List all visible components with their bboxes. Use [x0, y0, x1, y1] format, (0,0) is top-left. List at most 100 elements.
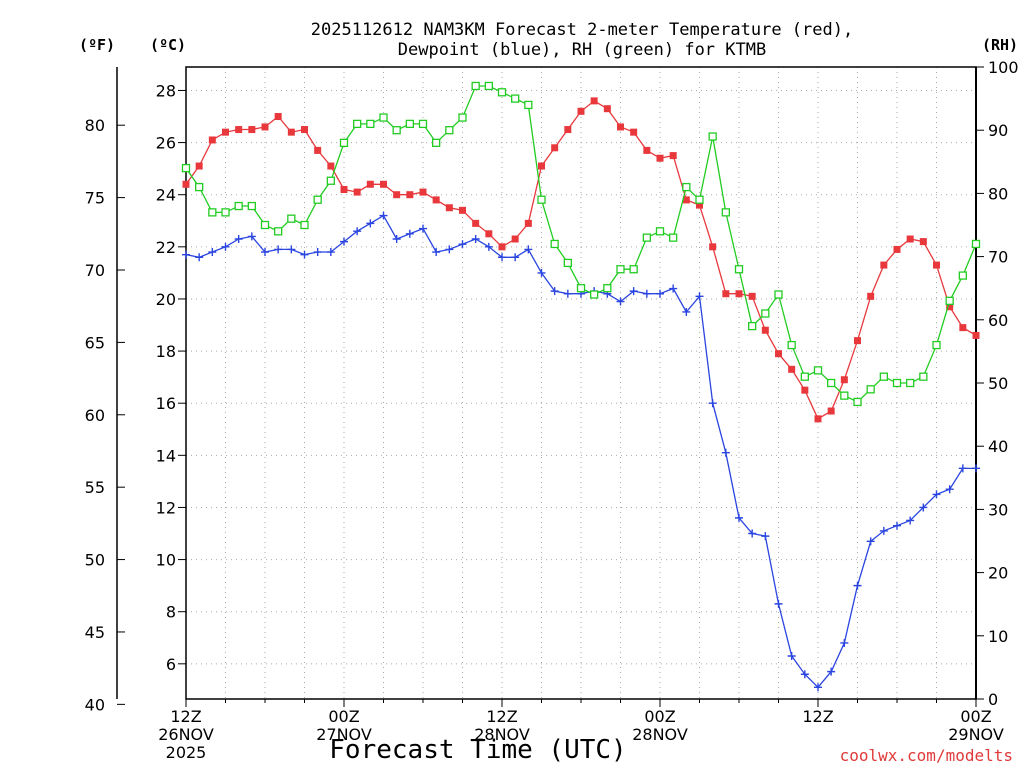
data-point-marker [300, 250, 309, 259]
fahrenheit-tick-label: 55 [85, 478, 105, 497]
data-point-marker [459, 206, 466, 214]
data-point-marker [748, 292, 756, 300]
data-point-marker [484, 242, 493, 251]
data-point-marker [485, 230, 493, 238]
data-point-marker [971, 239, 981, 249]
data-point-marker [972, 464, 980, 473]
data-point-marker [445, 245, 454, 254]
data-point-marker [761, 532, 770, 541]
fahrenheit-tick-label: 70 [85, 261, 105, 280]
series-line [185, 85, 977, 403]
data-point-marker [669, 152, 677, 160]
data-point-marker [353, 119, 362, 129]
data-point-marker [221, 242, 230, 251]
data-point-marker [195, 162, 203, 170]
rh-tick-label: 30 [988, 500, 1008, 519]
fahrenheit-tick-label: 65 [85, 333, 105, 352]
celsius-tick-label: 28 [156, 81, 176, 100]
fahrenheit-tick-label: 60 [85, 406, 105, 425]
data-point-marker [274, 113, 282, 121]
data-point-marker [261, 123, 269, 131]
data-point-marker [406, 191, 414, 199]
data-point-marker [563, 258, 572, 268]
data-point-marker [458, 240, 467, 249]
data-point-marker [419, 224, 427, 233]
data-point-marker [748, 321, 757, 331]
data-point-marker [800, 372, 809, 381]
data-point-marker [866, 385, 875, 394]
x-tick-label: 12Z [486, 707, 517, 726]
chart-title-line1: 2025112612 NAM3KM Forecast 2-meter Tempe… [311, 20, 853, 40]
data-point-marker [393, 191, 401, 199]
x-tick-label: 29NOV [948, 725, 1004, 744]
x-tick-label: 2025 [166, 743, 207, 762]
data-point-marker [853, 397, 862, 407]
data-point-marker [748, 529, 757, 538]
data-point-marker [880, 261, 888, 269]
data-point-marker [380, 180, 387, 188]
data-point-marker [919, 238, 927, 246]
data-point-marker [339, 138, 349, 147]
data-point-marker [958, 464, 967, 473]
data-point-marker [788, 365, 796, 373]
data-point-marker [787, 340, 796, 350]
data-point-marker [906, 516, 915, 525]
fahrenheit-tick-label: 45 [85, 623, 105, 642]
data-point-marker [235, 126, 243, 134]
data-point-marker [656, 154, 664, 162]
data-point-marker [498, 243, 506, 251]
data-point-marker [511, 94, 520, 103]
data-point-marker [405, 229, 414, 238]
data-point-marker [497, 88, 507, 97]
data-point-marker [800, 670, 809, 679]
data-point-marker [590, 97, 598, 105]
data-point-marker [722, 290, 730, 298]
celsius-tick-label: 22 [156, 238, 176, 257]
data-point-marker [208, 136, 216, 144]
data-point-marker [247, 201, 256, 211]
data-point-marker [919, 372, 928, 381]
data-point-marker [866, 537, 875, 546]
data-point-marker [721, 448, 730, 457]
grid-lines [186, 67, 976, 699]
data-point-marker [274, 245, 283, 254]
data-point-marker [261, 248, 269, 257]
source-credit: coolwx.com/modelts [840, 746, 1013, 765]
data-point-marker [248, 126, 256, 134]
data-point-marker [498, 253, 506, 262]
data-point-marker [379, 211, 388, 220]
data-point-marker [445, 126, 454, 135]
fahrenheit-tick-label: 75 [85, 189, 105, 208]
x-tick-label: 12Z [170, 707, 201, 726]
data-point-marker [247, 232, 256, 241]
data-point-marker [432, 196, 440, 204]
data-point-marker [617, 123, 624, 131]
data-point-marker [366, 180, 374, 188]
data-point-marker [906, 235, 914, 243]
data-point-marker [669, 233, 678, 242]
data-point-marker [813, 366, 823, 375]
series-line [185, 100, 977, 420]
series-2-meter-temperature [182, 97, 980, 423]
chart-title-line2: Dewpoint (blue), RH (green) for KTMB [398, 40, 766, 60]
data-point-marker [366, 219, 375, 228]
data-point-marker [603, 284, 612, 293]
data-point-marker [313, 248, 322, 257]
data-point-marker [695, 195, 704, 204]
celsius-tick-label: 14 [156, 446, 176, 465]
data-point-marker [669, 284, 678, 293]
data-point-marker [419, 188, 427, 196]
fahrenheit-unit-label: (ºF) [79, 36, 115, 54]
data-point-marker [537, 195, 546, 204]
data-point-marker [182, 180, 190, 188]
y-ticks: 6 8 10 12 14 16 18 20 22 24 26 28 40 45 50 55 60 65 70 75 80… [85, 58, 1019, 714]
celsius-unit-label: (ºC) [150, 36, 186, 54]
x-tick-label: 00Z [644, 707, 675, 726]
data-point-marker [353, 227, 362, 236]
data-point-marker [182, 250, 190, 259]
data-point-marker [208, 248, 217, 257]
data-point-marker [893, 245, 901, 253]
data-point-marker [682, 307, 691, 316]
